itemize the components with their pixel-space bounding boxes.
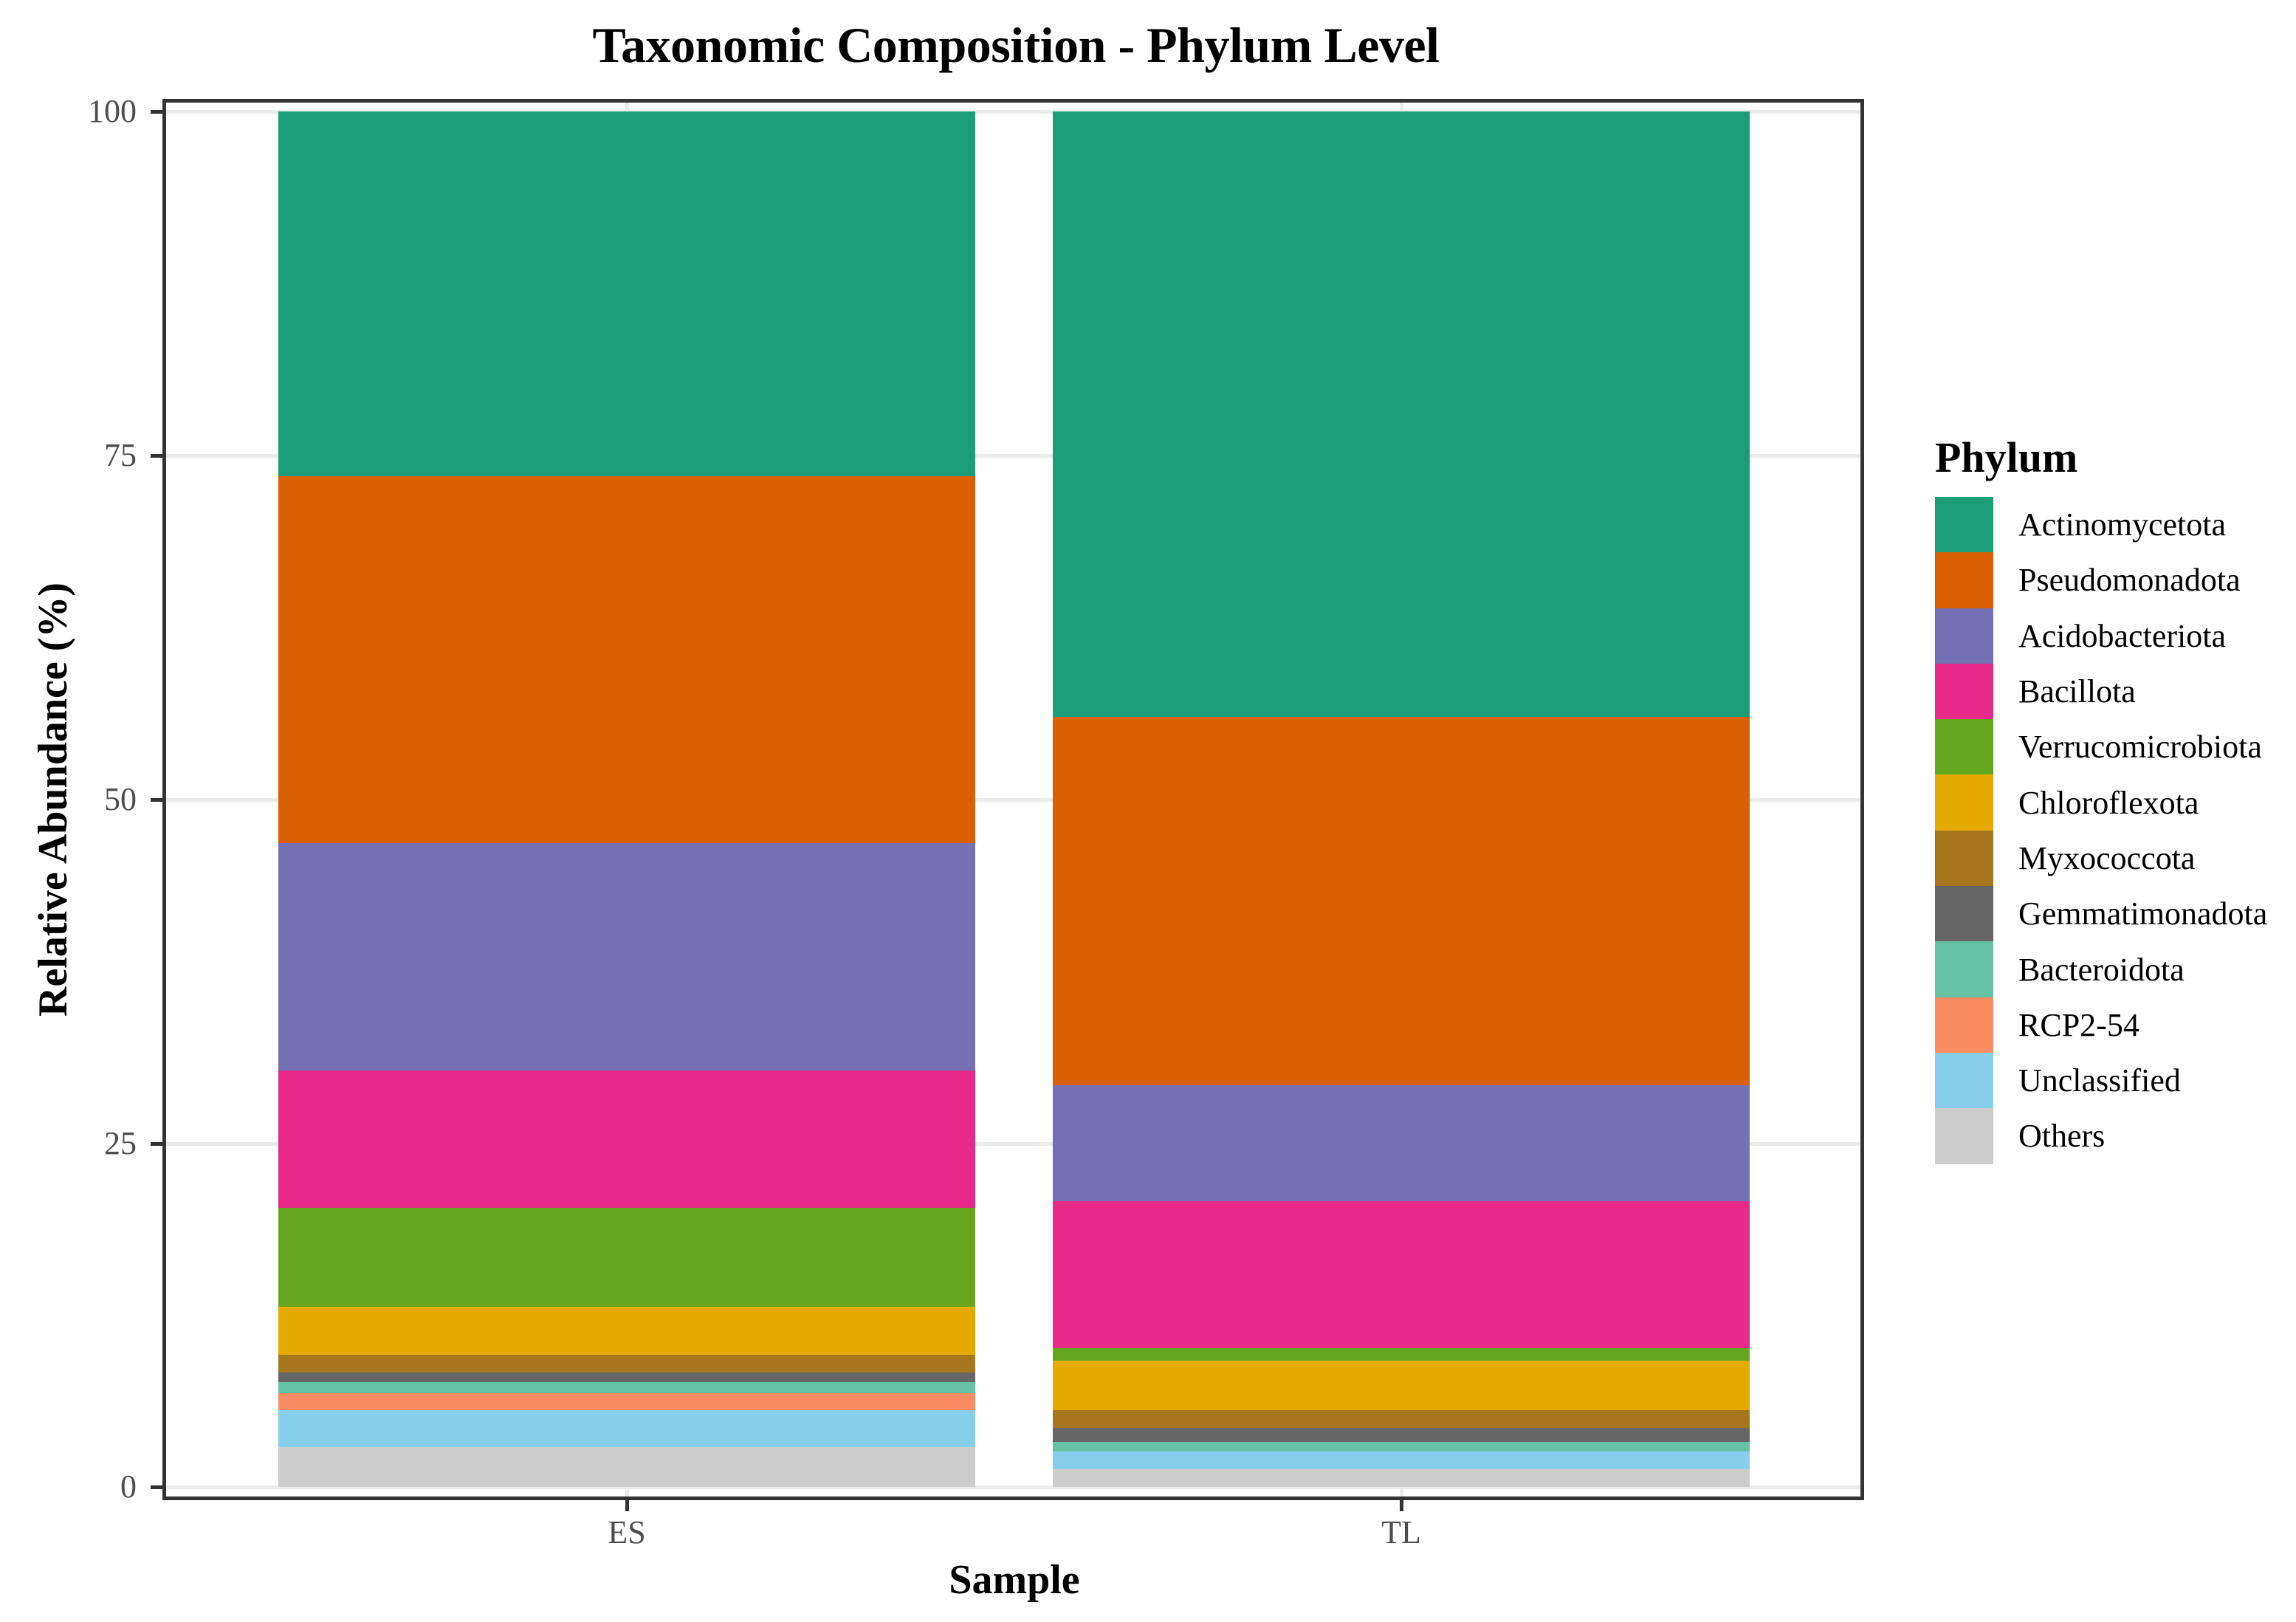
legend-swatch	[1935, 608, 1993, 664]
bar-segment-unclassified	[278, 1409, 975, 1447]
x-axis-title: Sample	[949, 1557, 1080, 1603]
bar-segment-actinomycetota	[278, 111, 975, 476]
legend: Phylum Actinomycetota Pseudomonadota Aci…	[1935, 432, 2289, 1164]
legend-item-bacteroidota: Bacteroidota	[1935, 941, 2289, 997]
y-tick-label: 100	[88, 93, 137, 129]
y-tick-mark	[151, 1142, 162, 1146]
legend-swatch	[1935, 941, 1993, 997]
y-tick-label: 25	[104, 1125, 137, 1161]
legend-title: Phylum	[1935, 433, 2078, 481]
bar-segment-chloroflexota	[278, 1306, 975, 1355]
legend-item-actinomycetota: Actinomycetota	[1935, 497, 2289, 553]
legend-label: Unclassified	[2018, 1062, 2181, 1099]
legend-label: Bacillota	[2018, 673, 2136, 710]
legend-item-acidobacteriota: Acidobacteriota	[1935, 608, 2289, 664]
legend-item-rcp2-54: RCP2-54	[1935, 997, 2289, 1053]
legend-item-chloroflexota: Chloroflexota	[1935, 774, 2289, 831]
bar-tl	[1053, 111, 1750, 1487]
y-tick-mark	[151, 454, 162, 458]
bar-segment-unclassified	[1053, 1451, 1750, 1469]
bar-segment-verrucomicrobiota	[278, 1207, 975, 1307]
legend-label: Pseudomonadota	[2018, 562, 2241, 599]
chart-title: Taxonomic Composition - Phylum Level	[592, 17, 1440, 73]
bar-segment-actinomycetota	[1053, 111, 1750, 717]
gridline-y-25	[162, 1142, 1864, 1146]
legend-label: Others	[2018, 1118, 2106, 1155]
bar-segment-pseudomonadota	[278, 475, 975, 844]
gridline-y-75	[162, 454, 1864, 458]
bar-segment-bacillota	[278, 1070, 975, 1208]
legend-swatch	[1935, 552, 1993, 608]
bar-segment-myxococcota	[1053, 1409, 1750, 1428]
bar-segment-gemmatimonadota	[1053, 1427, 1750, 1442]
y-tick-mark	[151, 1485, 162, 1489]
bar-segment-myxococcota	[278, 1355, 975, 1373]
bar-segment-acidobacteriota	[1053, 1085, 1750, 1201]
gridline-y-100	[162, 110, 1864, 114]
legend-item-others: Others	[1935, 1108, 2289, 1164]
bar-segment-others	[278, 1446, 975, 1487]
legend-swatch	[1935, 719, 1993, 775]
legend-swatch	[1935, 1108, 1993, 1164]
bar-segment-bacillota	[1053, 1200, 1750, 1348]
bar-segment-verrucomicrobiota	[1053, 1347, 1750, 1361]
legend-item-myxococcota: Myxococcota	[1935, 830, 2289, 887]
gridline-y-50	[162, 798, 1864, 802]
legend-swatch	[1935, 1052, 1993, 1109]
bar-segment-bacteroidota	[1053, 1441, 1750, 1451]
legend-label: Chloroflexota	[2018, 784, 2199, 821]
legend-item-bacillota: Bacillota	[1935, 663, 2289, 720]
legend-swatch	[1935, 663, 1993, 720]
legend-label: RCP2-54	[2018, 1006, 2139, 1043]
y-tick-label: 0	[120, 1468, 137, 1505]
y-tick-label: 75	[104, 437, 137, 473]
bar-segment-bacteroidota	[278, 1382, 975, 1394]
legend-item-pseudomonadota: Pseudomonadota	[1935, 552, 2289, 608]
y-tick-mark	[151, 110, 162, 114]
y-tick-label: 50	[104, 781, 137, 817]
x-tick-mark	[1400, 1500, 1403, 1511]
legend-swatch	[1935, 886, 1993, 942]
legend-label: Gemmatimonadota	[2018, 896, 2268, 932]
legend-swatch	[1935, 774, 1993, 831]
legend-swatch	[1935, 497, 1993, 553]
legend-label: Actinomycetota	[2018, 506, 2227, 543]
x-tick-mark	[625, 1500, 629, 1511]
x-tick-label-es: ES	[608, 1514, 646, 1550]
legend-item-unclassified: Unclassified	[1935, 1052, 2289, 1109]
bar-segment-chloroflexota	[1053, 1360, 1750, 1410]
y-axis-title: Relative Abundance (%)	[30, 583, 76, 1017]
legend-item-gemmatimonadota: Gemmatimonadota	[1935, 886, 2289, 942]
legend-item-verrucomicrobiota: Verrucomicrobiota	[1935, 719, 2289, 775]
y-tick-mark	[151, 798, 162, 802]
x-tick-label-tl: TL	[1381, 1514, 1421, 1550]
bar-segment-pseudomonadota	[1053, 716, 1750, 1086]
legend-label: Bacteroidota	[2018, 951, 2185, 988]
legend-label: Acidobacteriota	[2018, 617, 2226, 654]
gridline-y-0	[162, 1485, 1864, 1489]
bar-segment-acidobacteriota	[278, 843, 975, 1071]
legend-swatch	[1935, 997, 1993, 1053]
bar-segment-rcp2-54	[278, 1393, 975, 1410]
bar-segment-gemmatimonadota	[278, 1372, 975, 1383]
legend-label: Verrucomicrobiota	[2018, 729, 2262, 766]
bar-segment-others	[1053, 1468, 1750, 1487]
legend-swatch	[1935, 830, 1993, 887]
legend-label: Myxococcota	[2018, 839, 2196, 876]
bar-es	[278, 111, 975, 1487]
